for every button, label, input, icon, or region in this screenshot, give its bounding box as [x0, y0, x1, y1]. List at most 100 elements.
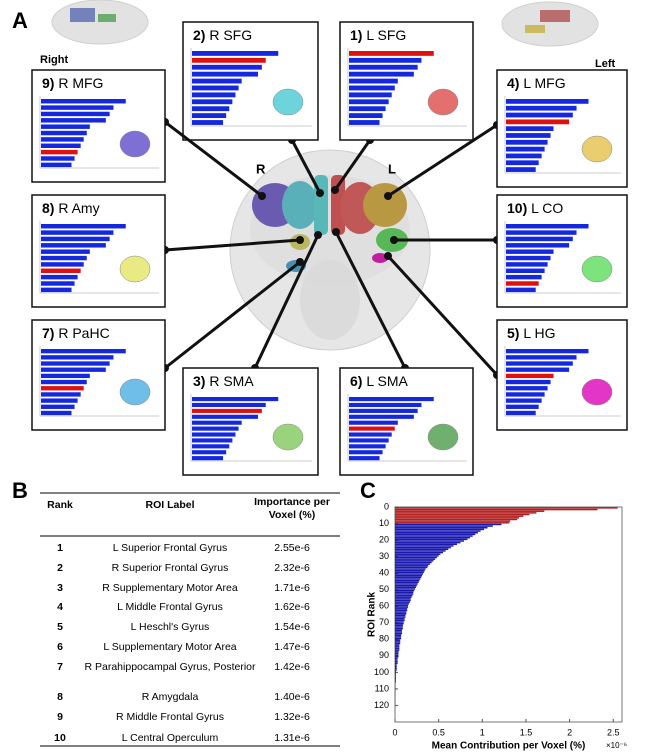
mini-bar: [506, 392, 545, 397]
mini-bar: [349, 438, 389, 443]
roi-title: 9) R MFG: [42, 75, 103, 91]
mini-bar: [41, 373, 90, 379]
bar: [395, 536, 471, 539]
mini-bar: [506, 243, 570, 248]
mini-bar: [192, 71, 258, 77]
x-tick-label: 0.5: [432, 727, 445, 737]
mini-bar: [506, 99, 589, 104]
mini-bar: [41, 105, 114, 110]
bar: [395, 523, 502, 526]
bar: [395, 675, 396, 678]
bar: [395, 530, 481, 532]
value-cell: 2.55e-6: [274, 542, 310, 554]
bar: [395, 613, 407, 615]
bar: [395, 558, 436, 560]
mini-bar: [506, 105, 577, 111]
mini-bar: [506, 167, 536, 172]
mini-bar: [349, 92, 392, 98]
label-cell: L Heschl's Gyrus: [131, 621, 210, 633]
roi-shape: [119, 378, 151, 406]
roi-rank: 6): [350, 373, 362, 389]
mini-bar: [506, 379, 551, 385]
bar: [395, 611, 407, 613]
bar: [395, 545, 454, 547]
mini-bar: [506, 224, 589, 229]
mini-bar: [349, 420, 398, 425]
roi-rank: 9): [42, 75, 54, 91]
mini-bar: [506, 126, 554, 132]
column-header: Importance per Voxel (%): [254, 496, 330, 521]
mini-bar: [349, 426, 395, 431]
mini-bar: [41, 137, 84, 142]
connector-dot: [296, 236, 304, 244]
mini-bar: [41, 124, 90, 129]
mini-bar: [349, 106, 386, 112]
mini-bar: [192, 78, 242, 84]
mini-bar: [506, 230, 577, 235]
roi-shape: [119, 255, 151, 283]
bar: [395, 652, 399, 655]
roi-name: L CO: [531, 200, 563, 216]
bar: [395, 627, 403, 630]
roi-panels: 1) L SFG 2) R SFG 3) R SMA 4) L MFG 5) L HG 6…: [31, 21, 628, 476]
mini-bar: [506, 255, 551, 261]
mini-bar: [506, 361, 573, 366]
mini-bar: [41, 118, 106, 123]
bar: [395, 647, 400, 650]
mini-bar: [506, 287, 536, 293]
bar: [395, 555, 439, 557]
bar: [395, 626, 403, 628]
connector-dot: [296, 258, 304, 266]
connector: [164, 120, 263, 198]
mini-bar: [506, 153, 542, 159]
roi-rank: 4): [507, 75, 519, 91]
connector-dot: [390, 236, 398, 244]
panel-label: B: [12, 478, 28, 503]
mini-bar: [192, 397, 279, 402]
bar: [395, 563, 430, 565]
bar: [395, 621, 404, 623]
mini-bar: [506, 133, 551, 138]
bar: [395, 665, 397, 668]
bar: [395, 680, 396, 683]
roi-title: 8) R Amy: [42, 200, 100, 216]
bar: [395, 546, 451, 549]
roi-rank: 1): [350, 27, 362, 43]
bar: [395, 568, 426, 570]
mini-bar: [41, 262, 84, 267]
roi-name: L SMA: [366, 373, 408, 389]
label-cell: R Middle Frontal Gyrus: [116, 711, 224, 723]
label-cell: L Central Operculum: [122, 732, 219, 744]
roi-title: 3) R SMA: [193, 373, 254, 389]
roi-name: R MFG: [58, 75, 103, 91]
bar: [395, 604, 409, 607]
roi-name: L HG: [523, 325, 555, 341]
bar: [395, 667, 397, 670]
bar: [395, 561, 432, 564]
roi-title: 7) R PaHC: [42, 325, 110, 341]
value-cell: 1.71e-6: [274, 582, 310, 594]
roi-rank: 8): [42, 200, 54, 216]
mini-bar: [506, 386, 548, 391]
bar: [395, 574, 423, 577]
y-tick-label: 120: [374, 700, 389, 710]
bar: [395, 641, 401, 643]
bar: [395, 608, 408, 610]
mini-bar: [41, 130, 87, 136]
mini-bar: [506, 281, 539, 286]
value-cell: 1.47e-6: [274, 641, 310, 653]
bar: [395, 510, 545, 512]
bar: [395, 632, 402, 635]
y-tick-label: 30: [379, 551, 389, 561]
bar: [395, 594, 413, 597]
mini-bar: [506, 410, 536, 416]
bar: [395, 553, 441, 555]
mini-bar: [41, 404, 75, 409]
mini-bar: [349, 408, 418, 413]
connector: [387, 123, 498, 198]
bar: [395, 601, 410, 603]
label-cell: R Parahippocampal Gyrus, Posterior: [85, 661, 256, 673]
mini-bar: [41, 398, 78, 403]
y-tick-label: 110: [375, 683, 389, 693]
bar: [395, 664, 397, 666]
